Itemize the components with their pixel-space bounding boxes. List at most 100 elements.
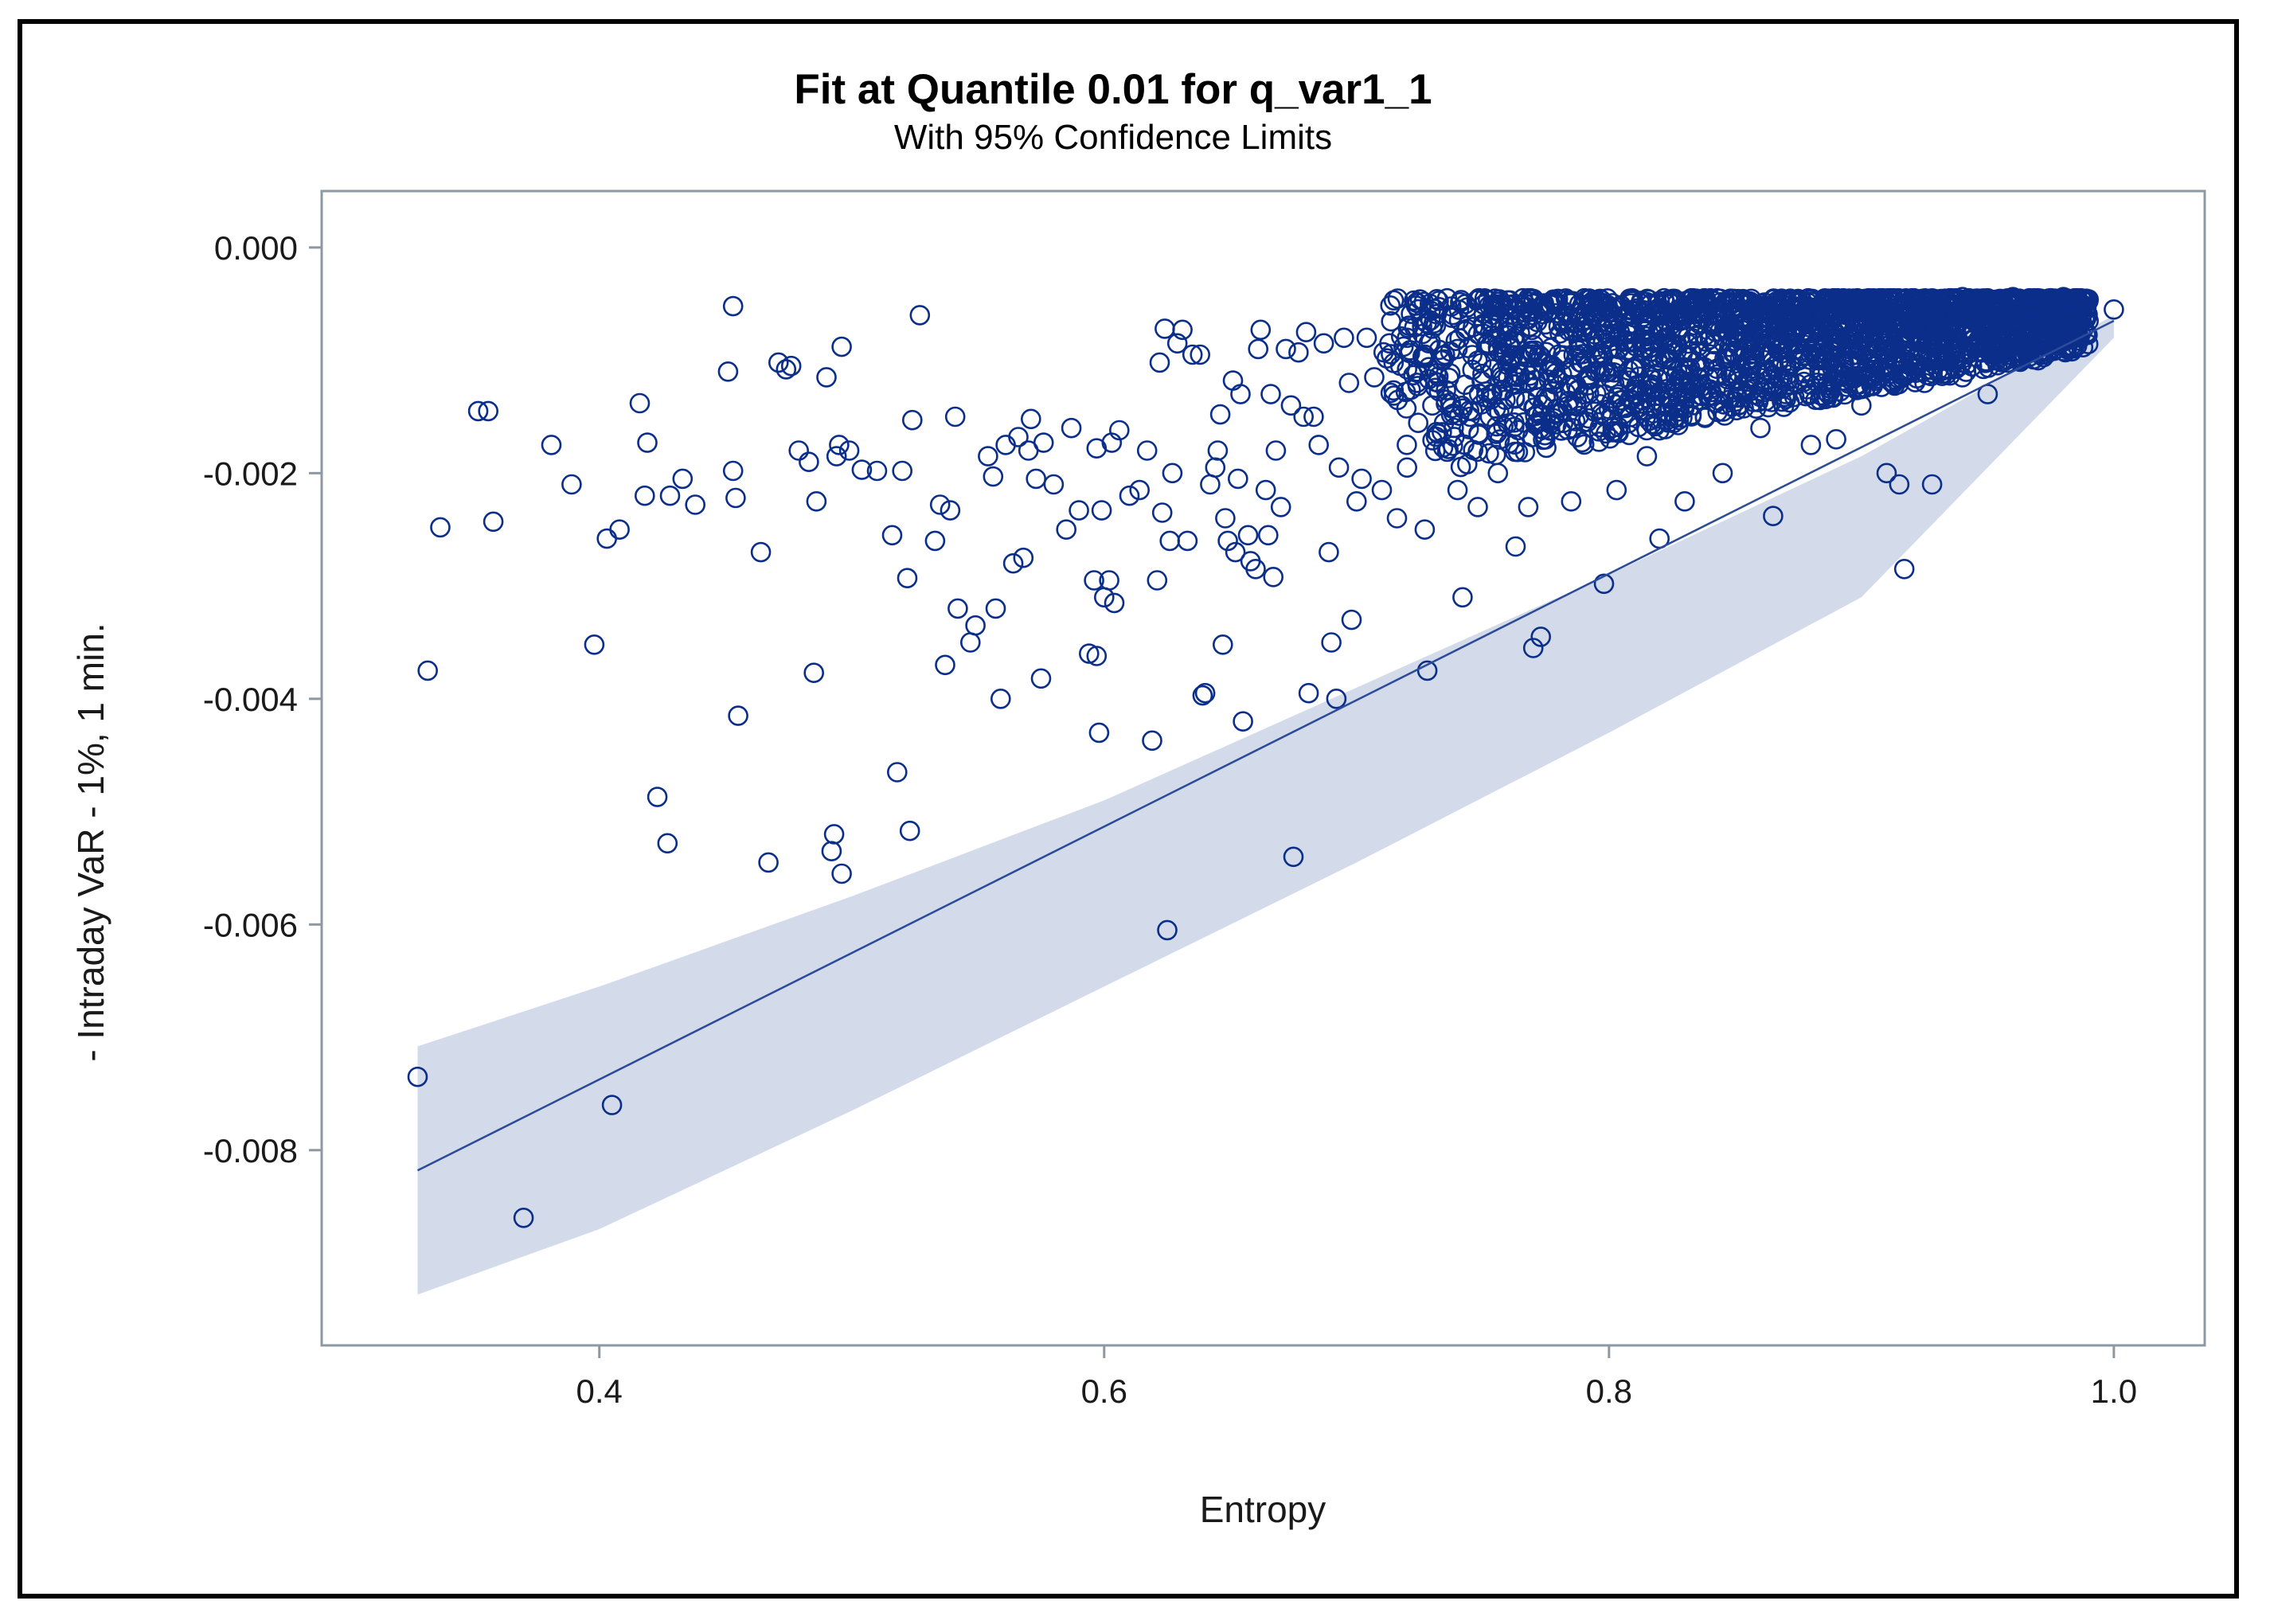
scatter-point: [685, 494, 706, 515]
scatter-point: [1670, 310, 1690, 332]
scatter-point: [1381, 310, 1401, 332]
scatter-point: [1534, 293, 1554, 314]
chart-subtitle: With 95% Confidence Limits: [894, 118, 1332, 157]
scatter-point: [776, 359, 797, 380]
scatter-point: [1408, 412, 1428, 434]
scatter-point: [1913, 320, 1933, 342]
x-tick-label: 0.6: [1081, 1372, 1127, 1410]
y-tick-label: 0.000: [214, 229, 298, 267]
scatter-point: [1776, 388, 1796, 409]
scatter-point: [1387, 389, 1408, 411]
scatter-point: [1908, 353, 1929, 375]
scatter-point: [1147, 570, 1168, 591]
scatter-point: [1346, 490, 1367, 512]
scatter-point: [1013, 547, 1034, 568]
scatter-point: [1293, 406, 1314, 427]
scatter-point: [1561, 374, 1582, 396]
scatter-point: [1416, 660, 1438, 681]
scatter-point: [1182, 344, 1203, 365]
scatter-point: [1255, 479, 1276, 501]
scatter-point: [1663, 412, 1684, 434]
scatter-point: [1084, 570, 1104, 591]
scatter-point: [1823, 334, 1843, 355]
scatter-point: [629, 392, 651, 414]
scatter-point: [1207, 440, 1229, 461]
scatter-point: [1569, 352, 1591, 373]
scatter-point: [1489, 402, 1510, 423]
scatter-point: [1457, 454, 1478, 474]
scatter-point: [2048, 292, 2069, 314]
scatter-point: [1798, 328, 1819, 349]
scatter-point: [1601, 391, 1622, 412]
scatter-point: [1786, 314, 1807, 335]
scatter-point: [1891, 365, 1913, 386]
scatter-point: [758, 852, 779, 873]
scatter-point: [1600, 406, 1621, 427]
scatter-point: [1674, 490, 1695, 512]
scatter-point: [1557, 290, 1578, 311]
scatter-point: [1303, 406, 1324, 427]
scatter-point: [1468, 383, 1490, 404]
chart-title: Fit at Quantile 0.01 for q_var1_1: [794, 66, 1432, 113]
scatter-point: [831, 863, 852, 884]
y-tick-label: -0.002: [203, 455, 298, 492]
scatter-point: [1618, 412, 1639, 434]
scatter-point: [1383, 380, 1405, 401]
scatter-point: [1263, 566, 1283, 588]
scatter-point: [1483, 304, 1503, 326]
scatter-point: [944, 406, 966, 427]
x-tick-label: 0.8: [1586, 1372, 1632, 1410]
scatter-point: [1245, 558, 1266, 580]
y-tick-label: -0.008: [203, 1132, 298, 1169]
scatter-point: [1535, 342, 1557, 363]
scatter-point: [2061, 320, 2081, 341]
scatter-point: [826, 446, 847, 467]
scatter-point: [1808, 306, 1830, 327]
scatter-point: [1572, 431, 1592, 453]
scatter-point: [1619, 370, 1640, 391]
scatter-point: [659, 485, 681, 506]
scatter-point: [1945, 329, 1966, 350]
scatter-point: [1260, 384, 1281, 404]
scatter-point: [1995, 306, 2015, 328]
scatter-point: [1225, 541, 1246, 563]
scatter-point: [1834, 362, 1855, 383]
scatter-point: [1553, 311, 1574, 332]
scatter-point: [1008, 427, 1029, 447]
scatter-point: [2052, 287, 2073, 309]
scatter-point: [1670, 395, 1690, 416]
scatter-point: [1288, 342, 1309, 363]
scatter-point: [1157, 919, 1178, 941]
scatter-point: [1522, 427, 1543, 447]
scatter-point: [1487, 327, 1508, 349]
scatter-point: [947, 598, 968, 619]
scatter-point: [647, 787, 668, 807]
y-tick-label: -0.006: [203, 906, 298, 943]
scatter-point: [2042, 307, 2064, 328]
scatter-point: [1276, 338, 1296, 360]
scatter-point: [1248, 338, 1268, 360]
scatter-point: [1079, 643, 1100, 664]
scatter-point: [1192, 685, 1213, 706]
scatter-point: [1237, 525, 1259, 546]
scatter-point: [1889, 474, 1910, 495]
scatter-point: [1364, 367, 1385, 388]
scatter-point: [1215, 508, 1236, 529]
scatter-point: [672, 468, 694, 490]
scatter-point: [823, 824, 845, 845]
scatter-point: [601, 1095, 623, 1115]
scatter-point: [1564, 318, 1585, 338]
scatter-point: [1557, 305, 1578, 326]
scatter-point: [1504, 441, 1526, 463]
scatter-point: [1772, 334, 1793, 355]
scatter-point: [657, 833, 678, 854]
scatter-point: [1503, 345, 1524, 365]
scatter-point: [1326, 688, 1347, 709]
scatter-point: [1488, 291, 1509, 313]
scatter-point: [2057, 311, 2079, 333]
scatter-point: [806, 490, 827, 512]
scatter-point: [1666, 340, 1687, 361]
scatter-point: [935, 654, 955, 676]
scatter-point: [1030, 668, 1052, 689]
scatter-point: [1744, 299, 1765, 320]
